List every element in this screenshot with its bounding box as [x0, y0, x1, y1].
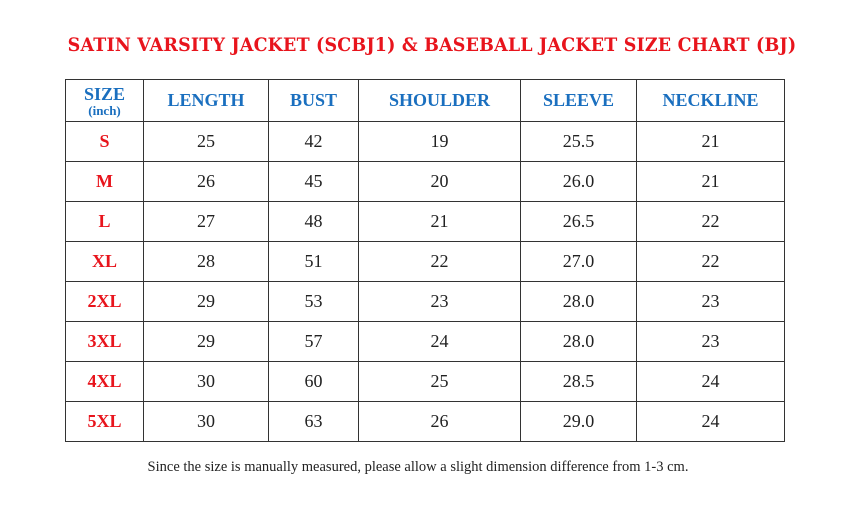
sleeve-cell: 26.5 [520, 201, 637, 242]
neckline-cell: 21 [636, 161, 785, 202]
shoulder-cell: 20 [358, 161, 521, 202]
table-row: 4XL 30 60 25 28.5 24 [65, 361, 785, 402]
size-cell: L [65, 201, 144, 242]
header-bust: BUST [268, 79, 359, 122]
bust-cell: 45 [268, 161, 359, 202]
size-cell: XL [65, 241, 144, 282]
size-cell: 5XL [65, 401, 144, 442]
size-cell: 2XL [65, 281, 144, 322]
size-cell: S [65, 121, 144, 162]
length-cell: 30 [143, 361, 269, 402]
bust-cell: 51 [268, 241, 359, 282]
size-cell: 4XL [65, 361, 144, 402]
length-cell: 28 [143, 241, 269, 282]
bust-cell: 60 [268, 361, 359, 402]
length-cell: 26 [143, 161, 269, 202]
neckline-cell: 23 [636, 321, 785, 362]
table-row: 5XL 30 63 26 29.0 24 [65, 401, 785, 442]
table-row: 2XL 29 53 23 28.0 23 [65, 281, 785, 322]
length-cell: 27 [143, 201, 269, 242]
neckline-cell: 23 [636, 281, 785, 322]
table-row: M 26 45 20 26.0 21 [65, 161, 785, 202]
table-row: 3XL 29 57 24 28.0 23 [65, 321, 785, 362]
bust-cell: 42 [268, 121, 359, 162]
header-shoulder: SHOULDER [358, 79, 521, 122]
length-cell: 25 [143, 121, 269, 162]
length-cell: 29 [143, 281, 269, 322]
sleeve-cell: 25.5 [520, 121, 637, 162]
header-size: SIZE (inch) [65, 79, 144, 122]
sleeve-cell: 28.0 [520, 281, 637, 322]
bust-cell: 63 [268, 401, 359, 442]
header-sleeve: SLEEVE [520, 79, 637, 122]
neckline-cell: 24 [636, 401, 785, 442]
length-cell: 29 [143, 321, 269, 362]
neckline-cell: 22 [636, 201, 785, 242]
sleeve-cell: 28.5 [520, 361, 637, 402]
table-row: XL 28 51 22 27.0 22 [65, 241, 785, 282]
size-cell: 3XL [65, 321, 144, 362]
shoulder-cell: 23 [358, 281, 521, 322]
bust-cell: 53 [268, 281, 359, 322]
neckline-cell: 24 [636, 361, 785, 402]
shoulder-cell: 22 [358, 241, 521, 282]
sleeve-cell: 27.0 [520, 241, 637, 282]
size-cell: M [65, 161, 144, 202]
header-row: SIZE (inch) LENGTH BUST SHOULDER SLEEVE … [65, 79, 785, 122]
page-title: SATIN VARSITY JACKET (SCBJ1) & BASEBALL … [67, 34, 797, 56]
size-chart-table: SIZE (inch) LENGTH BUST SHOULDER SLEEVE … [65, 79, 785, 442]
neckline-cell: 22 [636, 241, 785, 282]
shoulder-cell: 24 [358, 321, 521, 362]
length-cell: 30 [143, 401, 269, 442]
bust-cell: 48 [268, 201, 359, 242]
table-row: S 25 42 19 25.5 21 [65, 121, 785, 162]
shoulder-cell: 26 [358, 401, 521, 442]
table-row: L 27 48 21 26.5 22 [65, 201, 785, 242]
sleeve-cell: 28.0 [520, 321, 637, 362]
shoulder-cell: 19 [358, 121, 521, 162]
neckline-cell: 21 [636, 121, 785, 162]
size-unit-label: (inch) [88, 102, 121, 118]
header-neckline: NECKLINE [636, 79, 785, 122]
sleeve-cell: 26.0 [520, 161, 637, 202]
bust-cell: 57 [268, 321, 359, 362]
measurement-note: Since the size is manually measured, ple… [147, 459, 689, 475]
sleeve-cell: 29.0 [520, 401, 637, 442]
header-length: LENGTH [143, 79, 269, 122]
shoulder-cell: 25 [358, 361, 521, 402]
size-header-label: SIZE [83, 83, 126, 104]
shoulder-cell: 21 [358, 201, 521, 242]
